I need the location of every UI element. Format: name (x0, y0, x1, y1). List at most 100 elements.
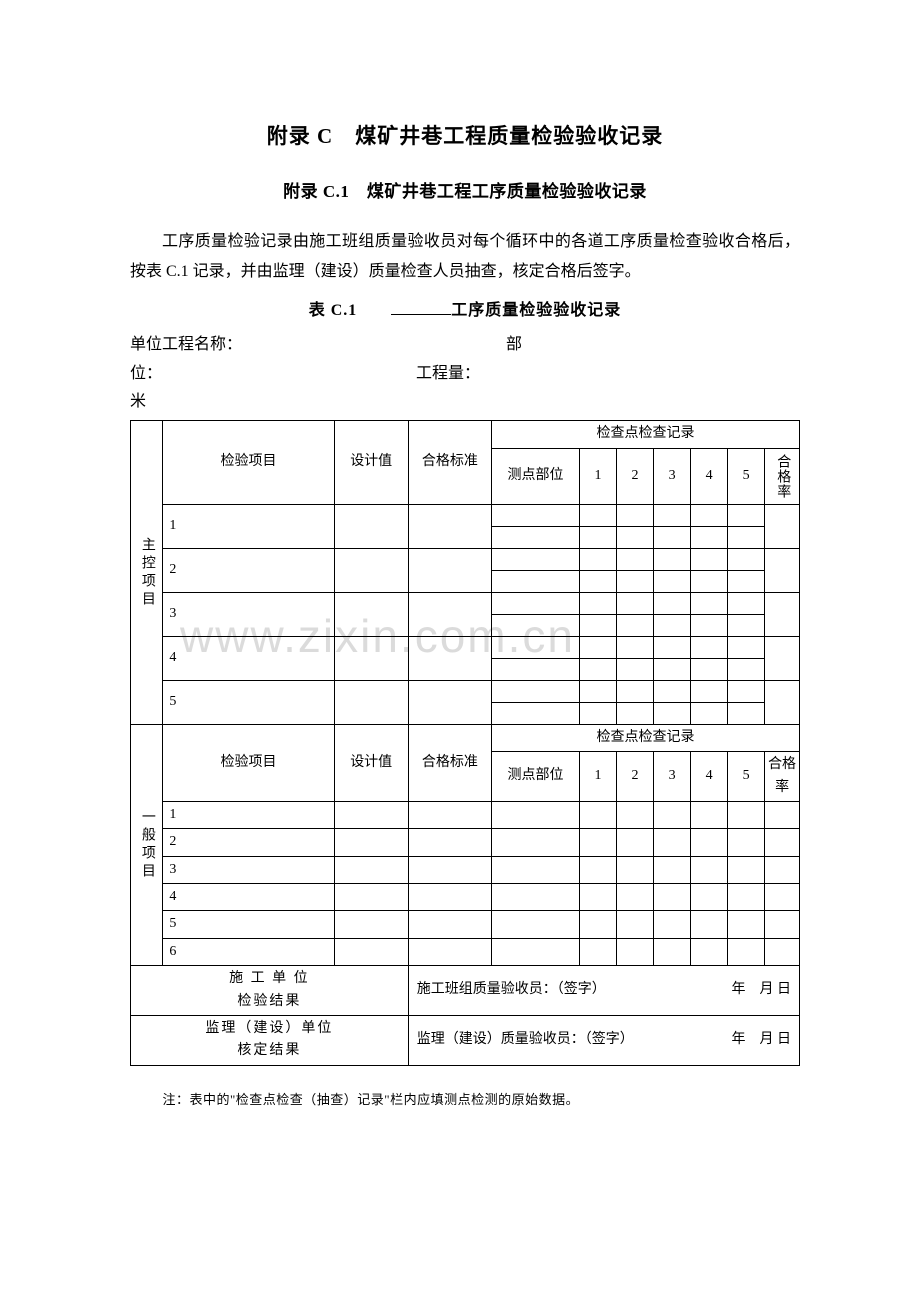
cell (654, 801, 691, 828)
cell (691, 829, 728, 856)
cell (334, 504, 408, 548)
cell (691, 636, 728, 658)
cell (617, 570, 654, 592)
cell (728, 570, 765, 592)
cell (334, 856, 408, 883)
cell (728, 801, 765, 828)
cell (579, 856, 616, 883)
qty-unit: 米 (130, 393, 146, 410)
cell (579, 911, 616, 938)
col-check-item: 检验项目 (163, 724, 334, 801)
cell (408, 884, 491, 911)
cell (579, 884, 616, 911)
cell (492, 526, 580, 548)
cell (691, 911, 728, 938)
cell (492, 636, 580, 658)
cell (617, 592, 654, 614)
s2-row-num: 5 (163, 911, 334, 938)
s2-row-num: 2 (163, 829, 334, 856)
cell (492, 592, 580, 614)
sig2-date: 年 月 日 (732, 1029, 792, 1051)
sig1-left-line2: 检验结果 (133, 991, 406, 1013)
cell (408, 856, 491, 883)
cell (728, 636, 765, 658)
table-caption: 表 C.1 工序质量检验验收记录 (130, 298, 800, 324)
cell (654, 680, 691, 702)
cell (654, 658, 691, 680)
sig2-left-line1: 监理（建设）单位 (133, 1018, 406, 1040)
cell (408, 504, 491, 548)
cell (579, 702, 616, 724)
cell (691, 548, 728, 570)
col-n5: 5 (728, 752, 765, 802)
cell (654, 911, 691, 938)
col-check-item: 检验项目 (163, 421, 334, 504)
cell (334, 548, 408, 592)
cell (765, 884, 800, 911)
cell (728, 658, 765, 680)
sig2-left-line2: 核定结果 (133, 1040, 406, 1062)
cell (617, 856, 654, 883)
cell (765, 856, 800, 883)
cell (691, 680, 728, 702)
footnote: 注：表中的"检查点检查（抽查）记录"栏内应填测点检测的原始数据。 (163, 1090, 801, 1111)
cell (492, 801, 580, 828)
table-row: 5 (131, 911, 800, 938)
main-title: 附录 C 煤矿井巷工程质量检验验收记录 (130, 120, 800, 154)
cell (408, 911, 491, 938)
meta-row: 单位工程名称： 部位： 工程量： (130, 331, 800, 389)
inspection-table: 主控项目 检验项目 设计值 合格标准 检查点检查记录 测点部位 1 2 3 4 … (130, 420, 800, 1065)
cell (408, 801, 491, 828)
cell (617, 548, 654, 570)
table-row: 监理（建设）单位 核定结果 监理（建设）质量验收员：（签字） 年 月 日 (131, 1016, 800, 1066)
cell (765, 592, 800, 636)
table-row: 2 (131, 829, 800, 856)
cell (654, 856, 691, 883)
cell (765, 504, 800, 548)
cell (691, 592, 728, 614)
caption-prefix: 表 C.1 (309, 302, 392, 319)
cell (728, 548, 765, 570)
cell (492, 548, 580, 570)
cell (492, 884, 580, 911)
cell (654, 829, 691, 856)
cell (579, 636, 616, 658)
cell (579, 504, 616, 526)
cell (691, 702, 728, 724)
cell (654, 526, 691, 548)
cell (691, 658, 728, 680)
sig2-right: 监理（建设）质量验收员：（签字） 年 月 日 (408, 1016, 799, 1066)
cell (579, 570, 616, 592)
cell (334, 938, 408, 965)
sig1-left-line1: 施 工 单 位 (133, 968, 406, 990)
col-n4: 4 (691, 752, 728, 802)
cell (654, 614, 691, 636)
section-2-label: 一般项目 (131, 724, 163, 966)
cell (728, 884, 765, 911)
sig1-left: 施 工 单 位 检验结果 (131, 966, 409, 1016)
s2-row-num: 4 (163, 884, 334, 911)
caption-blank (391, 314, 451, 315)
cell (765, 548, 800, 592)
cell (334, 680, 408, 724)
cell (579, 548, 616, 570)
cell (691, 614, 728, 636)
cell (765, 680, 800, 724)
sig2-label: 监理（建设）质量验收员：（签字） (417, 1029, 634, 1051)
table-row: 6 (131, 938, 800, 965)
col-check-record: 检查点检查记录 (492, 421, 800, 448)
cell (579, 801, 616, 828)
s2-row-num: 6 (163, 938, 334, 965)
table-row: 1 (131, 801, 800, 828)
col-check-record: 检查点检查记录 (492, 724, 800, 751)
cell (728, 592, 765, 614)
cell (728, 526, 765, 548)
cell (408, 829, 491, 856)
cell (408, 680, 491, 724)
cell (728, 938, 765, 965)
cell (691, 884, 728, 911)
cell (408, 636, 491, 680)
cell (728, 829, 765, 856)
cell (654, 884, 691, 911)
cell (617, 614, 654, 636)
